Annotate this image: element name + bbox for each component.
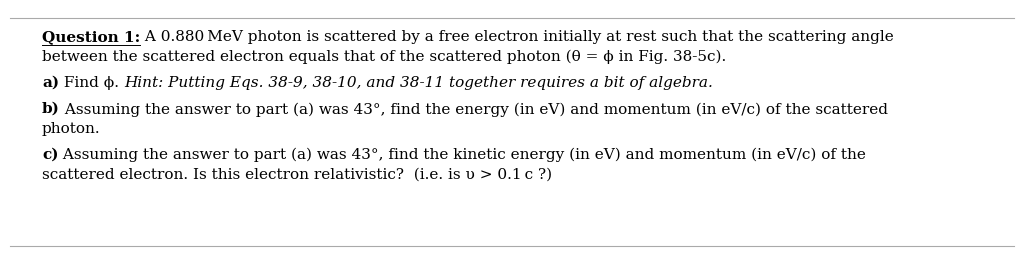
Text: scattered electron. Is this electron relativistic?  (i.e. is υ > 0.1 c ?): scattered electron. Is this electron rel… [42,168,552,182]
Text: A 0.880 MeV photon is scattered by a free electron initially at rest such that t: A 0.880 MeV photon is scattered by a fre… [140,30,894,44]
Text: Hint: Putting Eqs. 38-9, 38-10, and 38-11 together requires a bit of algebra.: Hint: Putting Eqs. 38-9, 38-10, and 38-1… [124,76,713,90]
Text: photon.: photon. [42,122,100,136]
Text: between the scattered electron equals that of the scattered photon (θ = ϕ in Fig: between the scattered electron equals th… [42,49,726,64]
Text: Find ϕ.: Find ϕ. [59,76,124,90]
Text: Question 1:: Question 1: [42,30,140,44]
Text: Assuming the answer to part (a) was 43°, find the energy (in eV) and momentum (i: Assuming the answer to part (a) was 43°,… [59,102,888,117]
Text: a): a) [42,76,59,90]
Text: c): c) [42,148,58,162]
Text: Assuming the answer to part (a) was 43°, find the kinetic energy (in eV) and mom: Assuming the answer to part (a) was 43°,… [58,148,866,162]
Text: b): b) [42,102,59,116]
